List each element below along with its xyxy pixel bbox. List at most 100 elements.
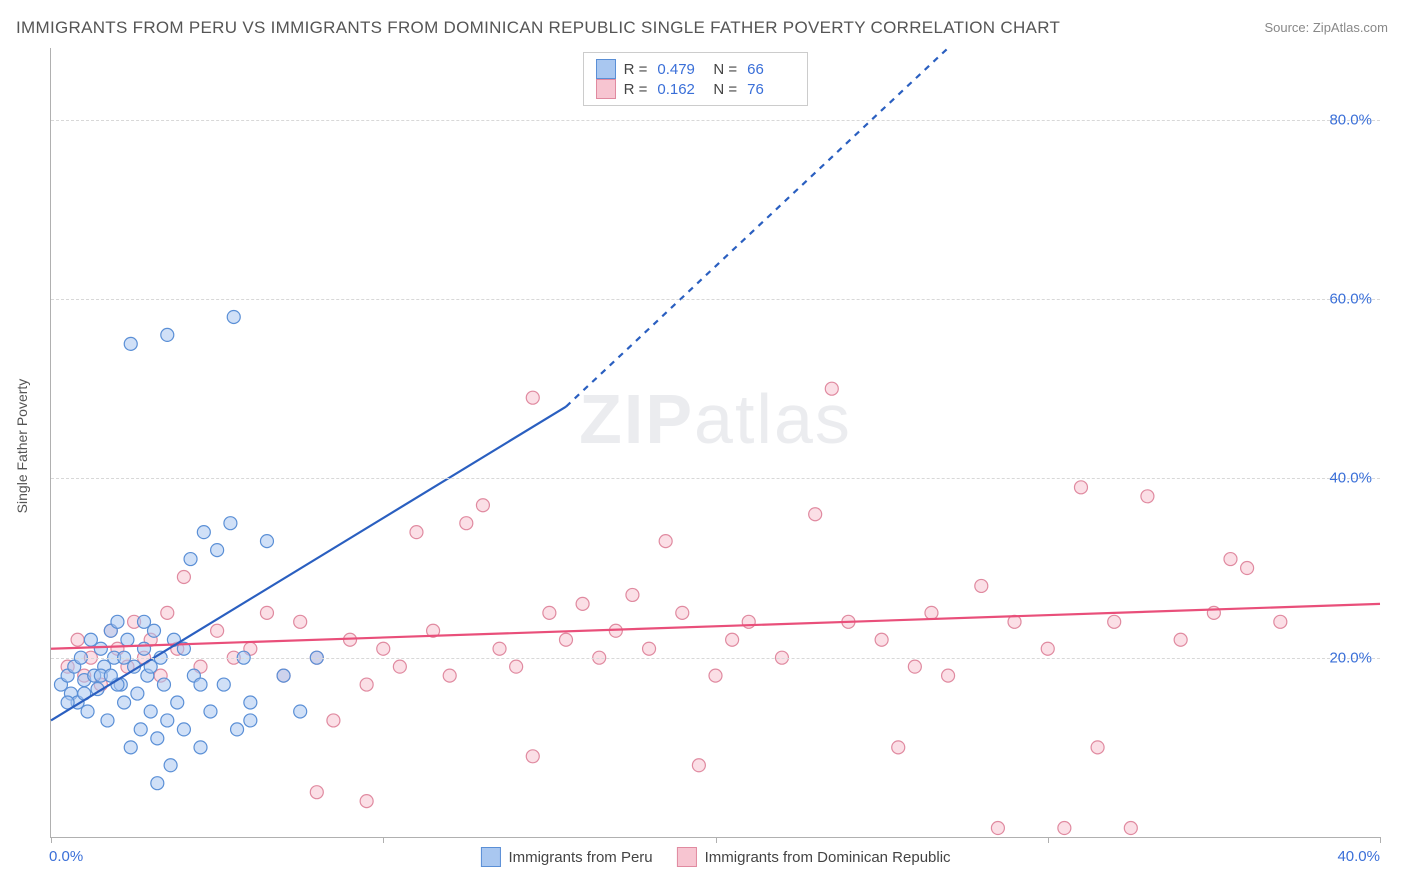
data-point [161,606,174,619]
legend-swatch-peru [596,59,616,79]
scatter-plot-svg [51,48,1380,837]
y-tick-label: 80.0% [1329,111,1372,128]
data-point [643,642,656,655]
data-point [493,642,506,655]
gridline [51,658,1380,659]
data-point [94,642,107,655]
legend-swatch-dominican [596,79,616,99]
source-label: Source: [1264,20,1312,35]
x-tick-label: 40.0% [1337,848,1380,865]
data-point [377,642,390,655]
data-point [460,517,473,530]
data-point [177,723,190,736]
x-tick [716,837,717,843]
data-point [164,759,177,772]
data-point [1224,553,1237,566]
plot-area: ZIPatlas R = 0.479 N = 66 R = 0.162 N = … [50,48,1380,838]
data-point [134,723,147,736]
n-label: N = [713,61,737,78]
data-point [1058,822,1071,835]
r-value-dominican: 0.162 [657,81,705,98]
r-label: R = [624,61,648,78]
data-point [217,678,230,691]
legend-row-peru: R = 0.479 N = 66 [596,59,796,79]
data-point [410,526,423,539]
data-point [197,526,210,539]
data-point [294,705,307,718]
data-point [204,705,217,718]
data-point [809,508,822,521]
data-point [71,633,84,646]
r-label: R = [624,81,648,98]
data-point [892,741,905,754]
data-point [151,777,164,790]
data-point [659,535,672,548]
y-axis-title: Single Father Poverty [14,379,30,514]
data-point [1141,490,1154,503]
data-point [260,606,273,619]
data-point [310,786,323,799]
data-point [925,606,938,619]
data-point [559,633,572,646]
data-point [227,310,240,323]
data-point [177,570,190,583]
y-tick-label: 20.0% [1329,649,1372,666]
data-point [118,696,131,709]
legend-swatch-peru-icon [480,847,500,867]
data-point [260,535,273,548]
data-point [1124,822,1137,835]
r-value-peru: 0.479 [657,61,705,78]
data-point [327,714,340,727]
data-point [676,606,689,619]
data-point [138,615,151,628]
data-point [224,517,237,530]
y-tick-label: 40.0% [1329,470,1372,487]
data-point [576,597,589,610]
data-point [692,759,705,772]
n-label: N = [713,81,737,98]
data-point [231,723,244,736]
data-point [161,714,174,727]
data-point [908,660,921,673]
data-point [81,705,94,718]
data-point [543,606,556,619]
data-point [526,750,539,763]
data-point [121,633,134,646]
chart-title: IMMIGRANTS FROM PERU VS IMMIGRANTS FROM … [16,18,1060,38]
data-point [360,678,373,691]
data-point [726,633,739,646]
gridline [51,478,1380,479]
data-point [443,669,456,682]
data-point [101,714,114,727]
data-point [171,696,184,709]
data-point [124,337,137,350]
legend-series: Immigrants from Peru Immigrants from Dom… [480,847,950,867]
n-value-peru: 66 [747,61,795,78]
data-point [825,382,838,395]
data-point [393,660,406,673]
data-point [476,499,489,512]
data-point [360,795,373,808]
legend-item-peru: Immigrants from Peru [480,847,652,867]
data-point [991,822,1004,835]
data-point [144,705,157,718]
legend-correlation-box: R = 0.479 N = 66 R = 0.162 N = 76 [583,52,809,106]
y-tick-label: 60.0% [1329,291,1372,308]
data-point [975,579,988,592]
data-point [131,687,144,700]
gridline [51,299,1380,300]
data-point [194,678,207,691]
x-tick [51,837,52,843]
data-point [211,624,224,637]
data-point [626,588,639,601]
data-point [1274,615,1287,628]
data-point [157,678,170,691]
x-tick-label: 0.0% [49,848,83,865]
source-link[interactable]: ZipAtlas.com [1313,20,1388,35]
data-point [1041,642,1054,655]
legend-item-dominican: Immigrants from Dominican Republic [677,847,951,867]
legend-label-dominican: Immigrants from Dominican Republic [705,849,951,866]
data-point [1108,615,1121,628]
data-point [294,615,307,628]
chart-container: IMMIGRANTS FROM PERU VS IMMIGRANTS FROM … [0,0,1406,892]
